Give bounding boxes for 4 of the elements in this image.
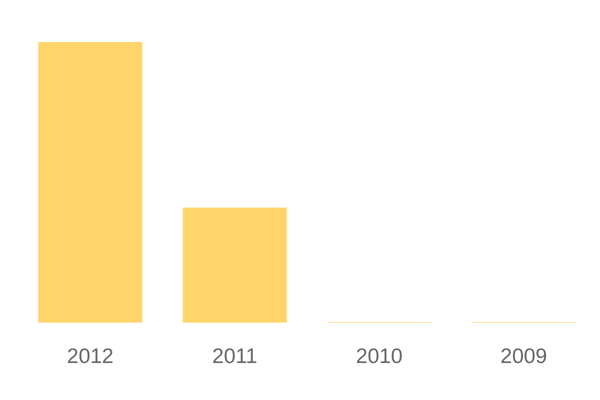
- x-tick-label: 2009: [500, 345, 548, 368]
- x-tick-label: 2012: [66, 345, 114, 368]
- x-tick-label: 2011: [212, 345, 258, 368]
- x-tick-label: 2010: [356, 345, 403, 368]
